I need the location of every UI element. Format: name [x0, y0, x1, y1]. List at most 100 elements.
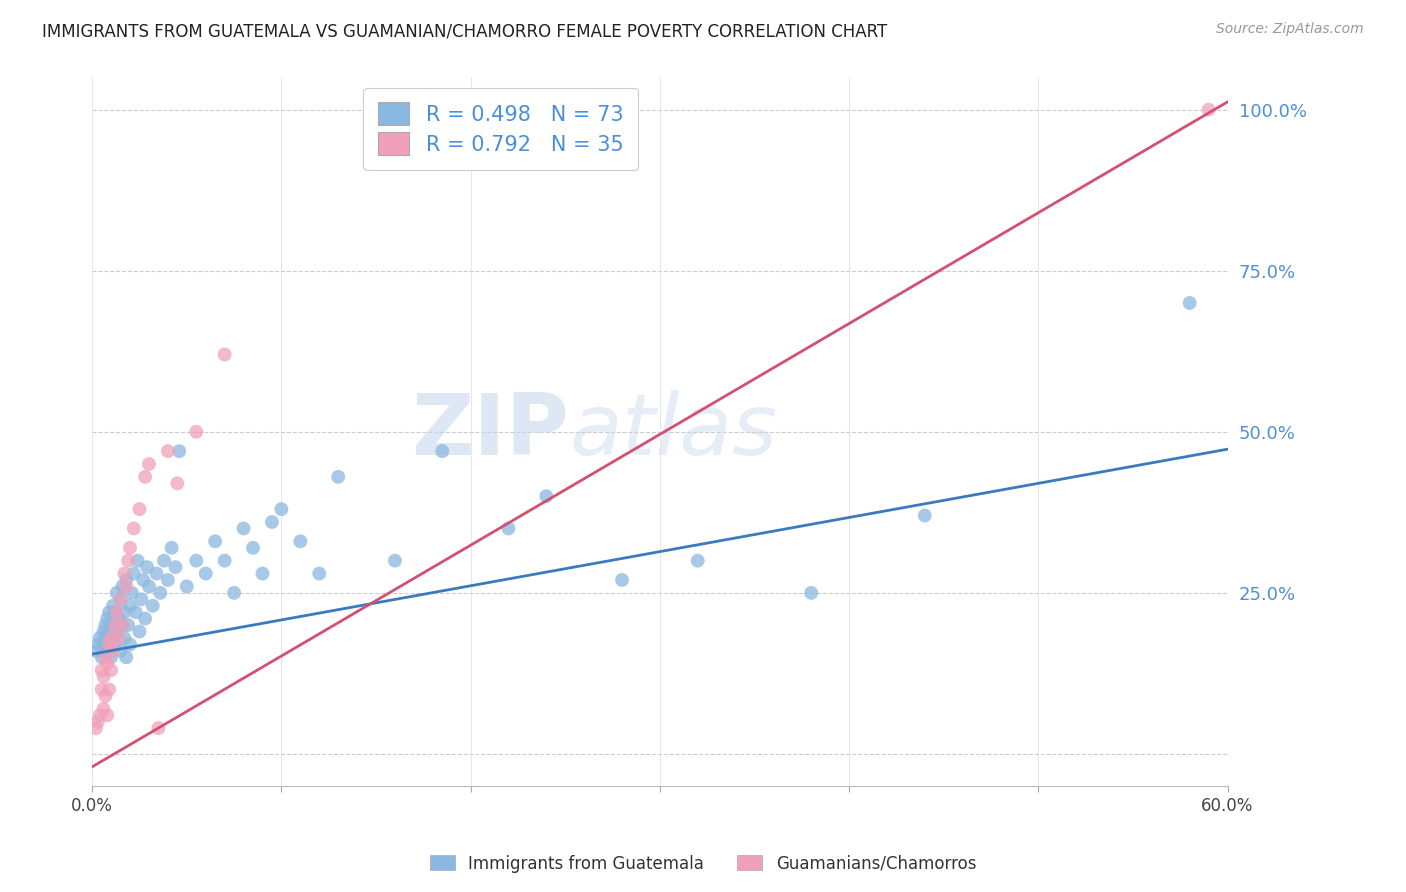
Point [98, 637, 121, 651]
Point [1198, 103, 1220, 117]
Point [242, 541, 264, 555]
Point [153, 554, 176, 568]
Point [105, 605, 128, 619]
Point [93, 624, 115, 639]
Point [110, 644, 132, 658]
Point [94, 650, 117, 665]
Legend: R = 0.498   N = 73, R = 0.792   N = 35: R = 0.498 N = 73, R = 0.792 N = 35 [364, 87, 638, 169]
Point [252, 566, 274, 581]
Point [122, 521, 145, 535]
Point [96, 644, 118, 658]
Point [128, 502, 150, 516]
Point [90, 650, 112, 665]
Point [176, 579, 198, 593]
Point [186, 425, 208, 439]
Point [112, 566, 135, 581]
Point [89, 631, 111, 645]
Point [100, 650, 122, 665]
Point [100, 663, 122, 677]
Point [100, 631, 122, 645]
Point [260, 515, 283, 529]
Point [134, 612, 156, 626]
Point [166, 476, 188, 491]
Point [214, 554, 236, 568]
Point [96, 612, 118, 626]
Point [84, 644, 107, 658]
Point [101, 599, 124, 613]
Point [111, 579, 134, 593]
Point [101, 644, 124, 658]
Point [118, 637, 141, 651]
Point [432, 444, 454, 458]
Point [156, 444, 179, 458]
Point [93, 670, 115, 684]
Point [134, 470, 156, 484]
Point [156, 573, 179, 587]
Point [194, 566, 217, 581]
Point [98, 682, 121, 697]
Point [138, 579, 160, 593]
Point [128, 624, 150, 639]
Point [112, 605, 135, 619]
Point [105, 624, 128, 639]
Point [167, 444, 190, 458]
Point [96, 708, 118, 723]
Point [104, 605, 127, 619]
Point [111, 618, 134, 632]
Point [115, 573, 138, 587]
Point [131, 592, 153, 607]
Point [93, 702, 115, 716]
Point [148, 721, 170, 735]
Point [138, 457, 160, 471]
Point [214, 347, 236, 361]
Point [84, 721, 107, 735]
Legend: Immigrants from Guatemala, Guamanians/Chamorros: Immigrants from Guatemala, Guamanians/Ch… [423, 848, 983, 880]
Point [94, 631, 117, 645]
Point [132, 573, 155, 587]
Point [127, 554, 149, 568]
Point [121, 586, 143, 600]
Point [498, 521, 520, 535]
Point [87, 637, 110, 651]
Point [186, 554, 208, 568]
Point [328, 470, 350, 484]
Point [232, 521, 254, 535]
Point [90, 663, 112, 677]
Point [110, 592, 132, 607]
Point [93, 637, 115, 651]
Point [87, 714, 110, 729]
Point [165, 560, 187, 574]
Point [118, 541, 141, 555]
Point [107, 631, 129, 645]
Point [112, 631, 135, 645]
Point [98, 605, 121, 619]
Point [610, 573, 633, 587]
Point [100, 618, 122, 632]
Point [115, 579, 138, 593]
Text: IMMIGRANTS FROM GUATEMALA VS GUAMANIAN/CHAMORRO FEMALE POVERTY CORRELATION CHART: IMMIGRANTS FROM GUATEMALA VS GUAMANIAN/C… [42, 22, 887, 40]
Point [89, 708, 111, 723]
Point [105, 586, 128, 600]
Point [115, 650, 138, 665]
Point [149, 586, 172, 600]
Text: Source: ZipAtlas.com: Source: ZipAtlas.com [1216, 22, 1364, 37]
Point [94, 618, 117, 632]
Point [98, 624, 121, 639]
Point [290, 534, 312, 549]
Point [125, 605, 148, 619]
Point [111, 618, 134, 632]
Point [686, 554, 709, 568]
Point [104, 637, 127, 651]
Point [136, 560, 159, 574]
Point [142, 599, 165, 613]
Point [800, 586, 823, 600]
Point [204, 534, 226, 549]
Point [536, 489, 558, 503]
Point [160, 541, 183, 555]
Point [110, 592, 132, 607]
Point [96, 657, 118, 671]
Point [270, 502, 292, 516]
Point [222, 586, 245, 600]
Point [90, 682, 112, 697]
Point [101, 631, 124, 645]
